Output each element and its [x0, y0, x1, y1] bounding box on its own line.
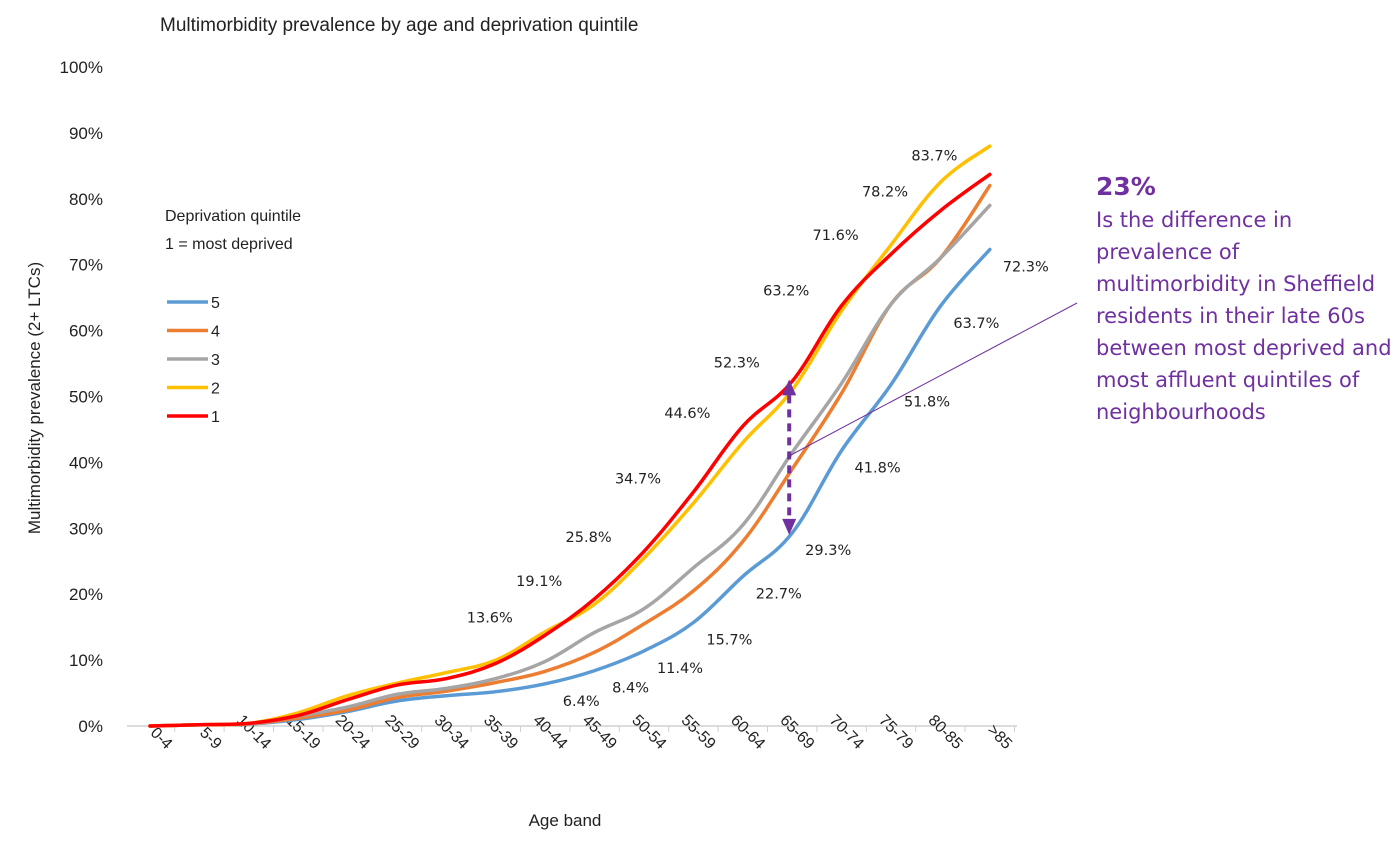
x-tick-label: 35-39 — [480, 712, 521, 753]
data-label: 71.6% — [813, 228, 859, 244]
legend-title-line1: Deprivation quintile — [165, 208, 301, 225]
legend-label: 1 — [211, 409, 220, 426]
legend-label: 4 — [211, 324, 220, 341]
data-label: 25.8% — [566, 530, 612, 546]
legend-title-line2: 1 = most deprived — [165, 236, 293, 253]
series-lines — [148, 144, 992, 728]
data-label: 51.8% — [904, 395, 950, 411]
chart-title: Multimorbidity prevalence by age and dep… — [160, 15, 638, 36]
x-tick-label: 10-14 — [233, 712, 274, 753]
x-tick-label: 60-64 — [727, 712, 768, 753]
data-label: 63.7% — [953, 316, 999, 332]
y-tick-label: 90% — [69, 124, 103, 143]
x-axis-label: Age band — [529, 811, 602, 830]
x-tick-label: 20-24 — [332, 712, 373, 753]
data-label: 63.2% — [763, 284, 809, 300]
gap-arrow-head-up — [782, 379, 797, 396]
x-tick-label: 25-29 — [381, 712, 422, 753]
x-tick-label: 5-9 — [196, 724, 224, 752]
y-tick-label: 30% — [69, 519, 103, 538]
legend-label: 3 — [211, 352, 220, 369]
data-label: 11.4% — [657, 661, 703, 677]
x-tick-label: 75-79 — [875, 712, 916, 753]
data-label: 19.1% — [516, 574, 562, 590]
x-tick-label: 45-49 — [579, 712, 620, 753]
x-tick-label: 65-69 — [776, 712, 817, 753]
series-line-5 — [148, 247, 992, 728]
data-label: 52.3% — [714, 355, 760, 371]
y-tick-label: 10% — [69, 651, 103, 670]
data-label: 13.6% — [467, 610, 513, 626]
series-line-1 — [148, 172, 992, 728]
legend-label: 2 — [211, 381, 220, 398]
callout-box: 23% Is the difference in prevalence of m… — [1096, 170, 1394, 428]
x-tick-label: 55-59 — [678, 712, 719, 753]
y-tick-label: 50% — [69, 388, 103, 407]
data-labels: 6.4% 8.4% 11.4%15.7% 22.7% 29.3% 41.8% 51.8% 63… — [467, 148, 1049, 709]
x-tick-label: 0-4 — [147, 724, 175, 752]
data-label: 72.3% — [1003, 260, 1049, 276]
x-tick-label: 80-85 — [925, 712, 966, 753]
y-tick-label: 60% — [69, 322, 103, 341]
callout-text: Is the difference in prevalence of multi… — [1096, 208, 1392, 424]
y-tick-label: 70% — [69, 256, 103, 275]
legend-label: 5 — [211, 295, 220, 312]
series-line-2 — [148, 144, 992, 728]
data-label: 29.3% — [805, 543, 851, 559]
y-tick-label: 0% — [78, 717, 103, 736]
legend: Deprivation quintile 1 = most deprived 5… — [165, 208, 301, 426]
series-line-4 — [148, 183, 992, 728]
callout-pointer-line — [788, 302, 1078, 457]
x-tick-label: 50-54 — [628, 712, 669, 753]
data-label: 44.6% — [664, 406, 710, 422]
x-tick-label: 70-74 — [826, 712, 867, 753]
data-label: 22.7% — [756, 586, 802, 602]
data-label: 83.7% — [911, 148, 957, 164]
y-tick-label: 80% — [69, 190, 103, 209]
data-label: 34.7% — [615, 471, 661, 487]
gap-arrow-head-down — [782, 518, 797, 535]
data-label: 41.8% — [855, 461, 901, 477]
data-label: 78.2% — [862, 185, 908, 201]
data-label: 15.7% — [706, 633, 752, 649]
x-tick-label: 30-34 — [431, 712, 472, 753]
callout-headline: 23% — [1096, 172, 1156, 201]
data-label: 8.4% — [612, 681, 649, 697]
y-tick-label: 100% — [60, 58, 103, 77]
gap-arrow — [782, 379, 797, 535]
y-axis-label: Multimorbidity prevalence (2+ LTCs) — [25, 262, 44, 534]
data-label: 6.4% — [563, 694, 600, 710]
y-tick-label: 20% — [69, 585, 103, 604]
y-tick-label: 40% — [69, 453, 103, 472]
x-tick-label: 40-44 — [529, 712, 570, 753]
y-axis-tick-labels: 0% 10% 20% 30% 40% 50% 60% 70% 80% 90% 100% — [60, 58, 103, 736]
